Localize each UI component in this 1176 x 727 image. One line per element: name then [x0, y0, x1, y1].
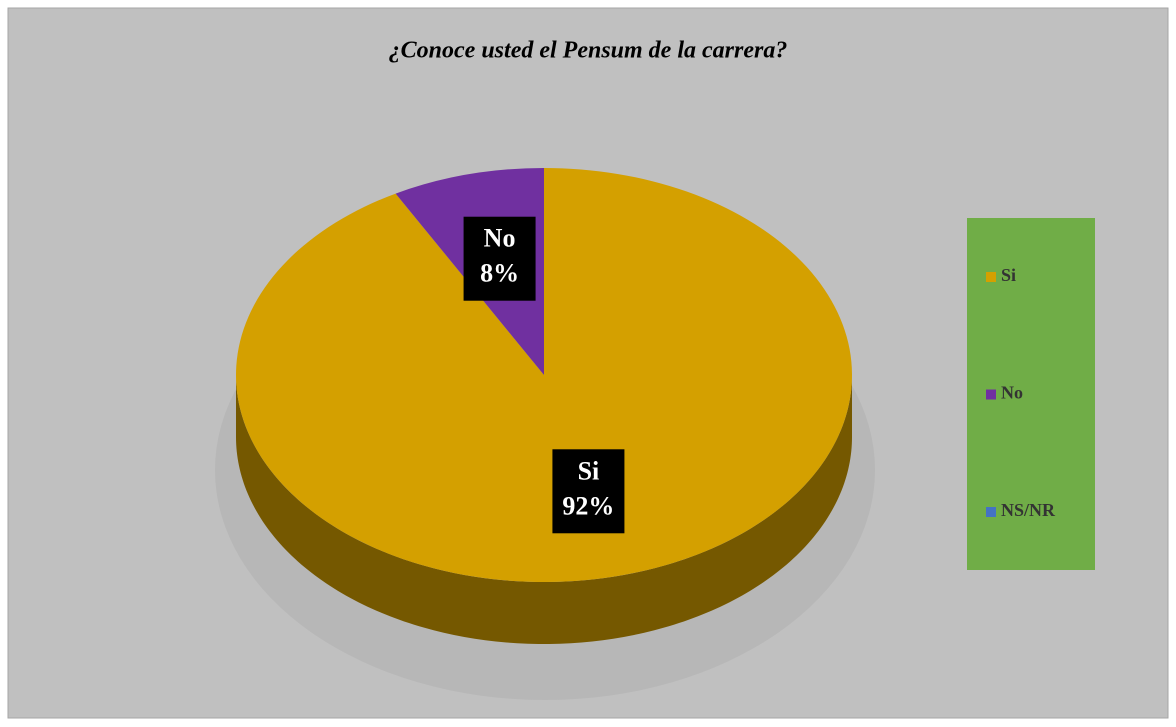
data-label-value: 92% [562, 491, 614, 520]
legend-label: No [1001, 383, 1023, 403]
data-label-box [463, 216, 536, 301]
legend-swatch [986, 272, 996, 282]
pie-slice [236, 168, 853, 582]
slice-side [236, 375, 852, 644]
data-label-category: No [484, 224, 516, 253]
data-label-category: Si [578, 456, 600, 485]
legend-label: Si [1001, 265, 1016, 285]
data-label-box [552, 449, 625, 534]
legend-swatch [986, 507, 996, 517]
chart-title: ¿Conoce usted el Pensum de la carrera? [389, 38, 788, 64]
legend-label: NS/NR [1001, 500, 1056, 520]
legend-swatch [986, 389, 996, 400]
data-label-value: 8% [480, 259, 519, 288]
